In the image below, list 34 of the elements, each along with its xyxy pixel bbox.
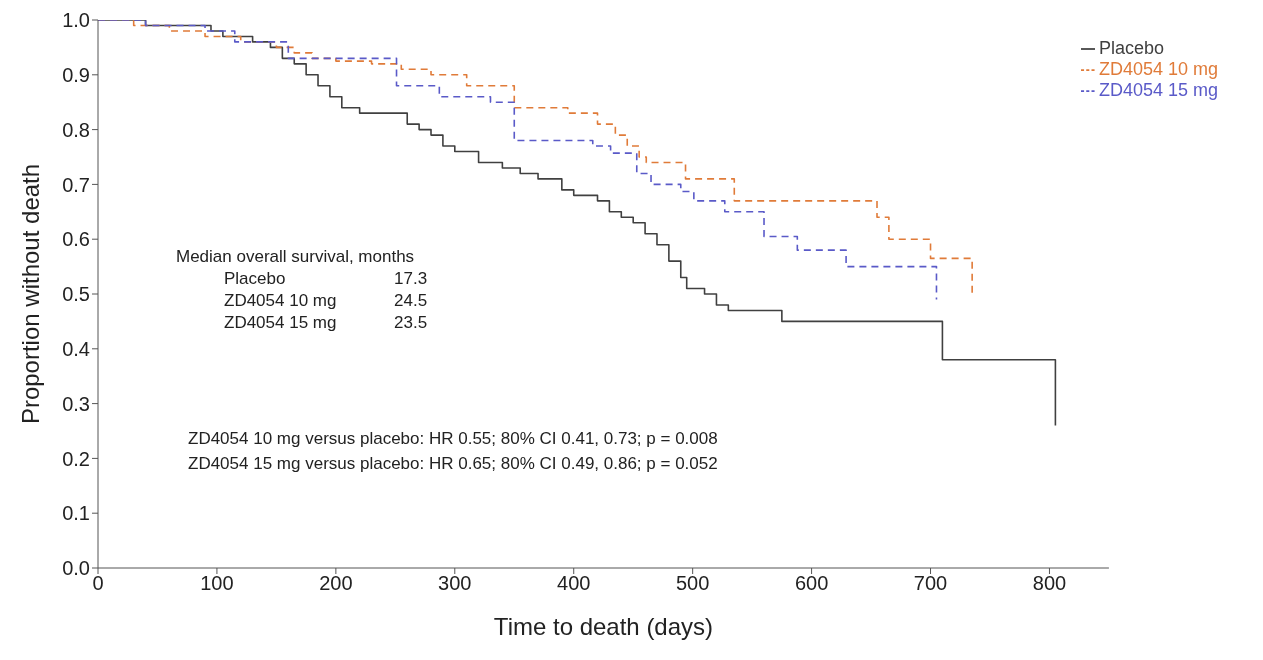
- annotation: ZD4054 10 mg: [224, 290, 338, 312]
- x-tick-label: 200: [319, 572, 353, 595]
- y-tick-label: 0.1: [62, 502, 90, 525]
- legend-label: Placebo: [1098, 38, 1164, 58]
- annotation: 17.3: [394, 268, 429, 290]
- x-tick-label: 0: [92, 572, 104, 595]
- y-tick-label: 0.4: [62, 337, 90, 360]
- y-tick-label: 0.7: [62, 173, 90, 196]
- x-axis-title: Time to death (days): [493, 613, 714, 641]
- annotation: 23.5: [394, 312, 429, 334]
- y-tick-label: 0.8: [62, 118, 90, 141]
- x-tick-label: 100: [200, 572, 234, 595]
- x-tick-label: 800: [1032, 572, 1067, 595]
- legend-label: ZD4054 15 mg: [1098, 80, 1218, 100]
- y-tick-label: 0.2: [62, 447, 90, 470]
- y-tick-label: 0.0: [62, 557, 90, 580]
- legend-label: ZD4054 10 mg: [1098, 59, 1218, 79]
- annotation: Median overall survival, months: [176, 246, 416, 268]
- x-tick-label: 700: [913, 572, 948, 595]
- x-tick-label: 500: [675, 572, 710, 595]
- annotation: ZD4054 10 mg versus placebo: HR 0.55; 80% CI 0.41, 0.73; p = 0.008: [188, 428, 718, 450]
- annotation: ZD4054 15 mg versus placebo: HR 0.65; 80% CI 0.49, 0.86; p = 0.052: [188, 453, 718, 475]
- y-tick-label: 0.5: [62, 283, 90, 306]
- x-tick-label: 600: [794, 572, 829, 595]
- x-tick-label: 300: [438, 572, 472, 595]
- annotation: Placebo: [224, 268, 287, 290]
- annotation: 24.5: [394, 290, 429, 312]
- y-tick-label: 0.6: [62, 228, 90, 251]
- y-tick-label: 0.3: [62, 392, 90, 415]
- y-tick-label: 0.9: [62, 63, 90, 86]
- y-axis-title: Proportion without death: [16, 163, 44, 425]
- y-tick-label: 1.0: [62, 9, 90, 32]
- annotation: ZD4054 15 mg: [224, 312, 338, 334]
- x-tick-label: 400: [557, 572, 591, 595]
